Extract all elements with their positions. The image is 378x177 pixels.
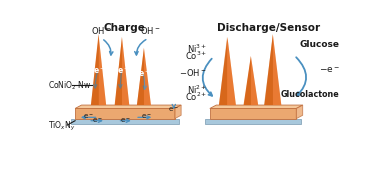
Polygon shape	[71, 119, 179, 124]
Text: OH$^-$: OH$^-$	[140, 25, 161, 36]
Polygon shape	[91, 34, 106, 105]
Polygon shape	[264, 34, 281, 105]
Polygon shape	[273, 34, 281, 105]
Polygon shape	[296, 105, 303, 119]
Polygon shape	[228, 37, 236, 105]
Text: e$^-$: e$^-$	[117, 66, 129, 76]
Text: $-$OH$^-$: $-$OH$^-$	[180, 67, 207, 78]
Polygon shape	[175, 105, 181, 119]
Polygon shape	[210, 109, 296, 119]
Text: Co$^{3+}$: Co$^{3+}$	[184, 50, 207, 62]
Polygon shape	[99, 34, 106, 105]
Polygon shape	[243, 56, 251, 105]
Polygon shape	[219, 37, 228, 105]
Polygon shape	[144, 48, 151, 105]
Text: e$^-$: e$^-$	[168, 105, 179, 114]
Polygon shape	[75, 105, 181, 109]
Text: Ni$^{3+}$: Ni$^{3+}$	[187, 42, 207, 55]
Polygon shape	[206, 119, 301, 124]
Text: Ni$^{2+}$: Ni$^{2+}$	[187, 83, 207, 96]
Text: Discharge/Sensor: Discharge/Sensor	[217, 23, 320, 33]
Polygon shape	[75, 109, 175, 119]
Polygon shape	[251, 56, 258, 105]
Text: Co$^{2+}$: Co$^{2+}$	[184, 91, 207, 103]
Text: e$^-$: e$^-$	[141, 112, 152, 121]
Polygon shape	[210, 105, 303, 109]
Text: e$^-$: e$^-$	[83, 112, 94, 121]
Polygon shape	[137, 48, 151, 105]
Polygon shape	[219, 37, 236, 105]
Text: e$^-$: e$^-$	[93, 66, 105, 76]
Text: OH$^-$: OH$^-$	[91, 25, 111, 36]
Polygon shape	[115, 37, 122, 105]
Polygon shape	[137, 48, 144, 105]
Text: TiO$_x$N$_y$: TiO$_x$N$_y$	[48, 120, 75, 133]
Text: e$^-$: e$^-$	[91, 116, 102, 125]
Polygon shape	[91, 34, 99, 105]
Text: e$^-$: e$^-$	[138, 69, 150, 79]
Text: Glucose: Glucose	[300, 40, 339, 49]
Text: CoNiO$_2$ Nw: CoNiO$_2$ Nw	[48, 79, 91, 92]
Polygon shape	[243, 56, 258, 105]
Text: Charge: Charge	[104, 23, 146, 33]
Text: Glucolactone: Glucolactone	[281, 90, 339, 99]
Polygon shape	[264, 34, 273, 105]
Polygon shape	[115, 37, 129, 105]
Text: e$^-$: e$^-$	[120, 116, 131, 125]
Polygon shape	[122, 37, 129, 105]
Text: $-$e$^-$: $-$e$^-$	[319, 65, 339, 75]
